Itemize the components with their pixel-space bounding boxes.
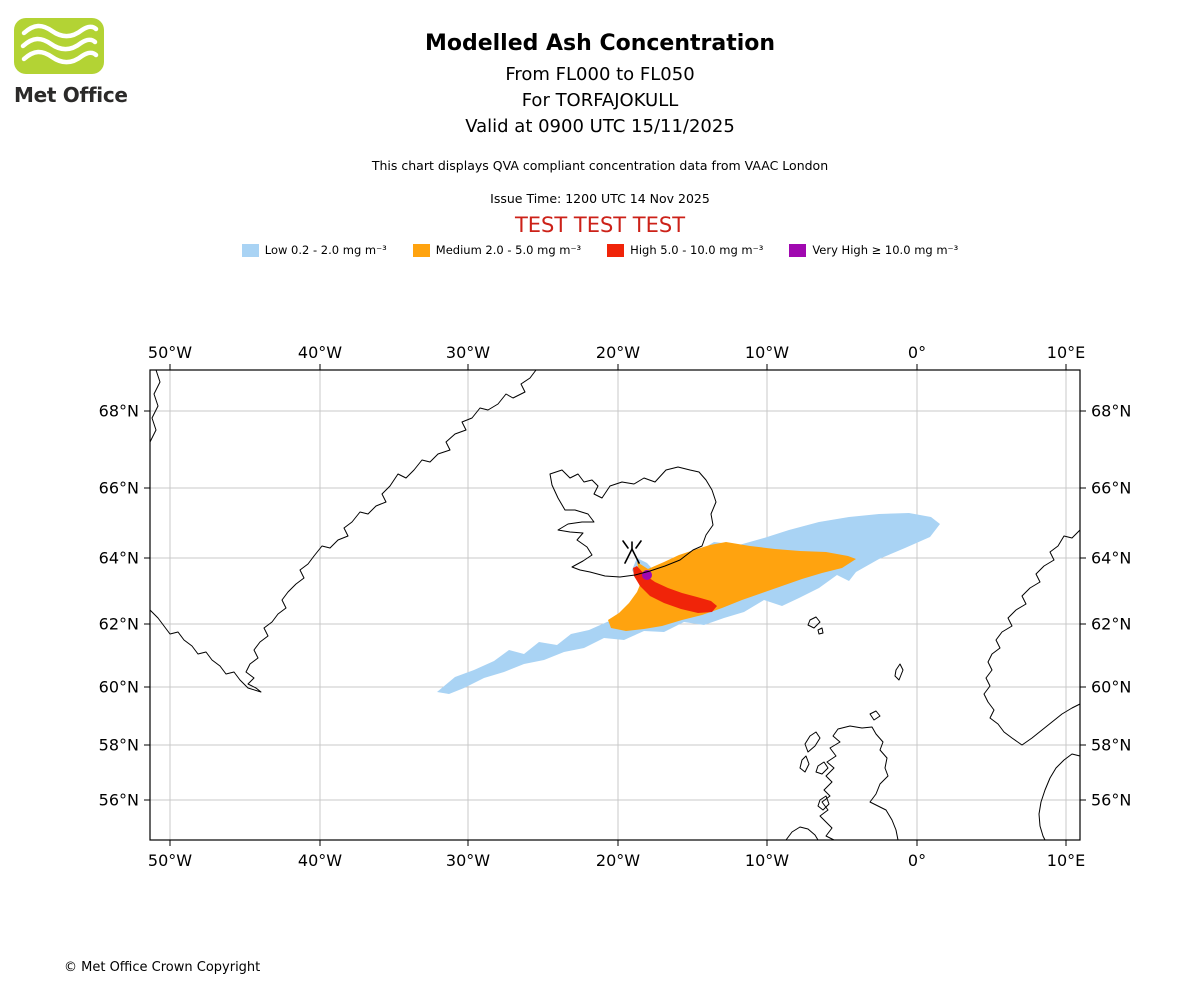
lat-label-right: 60°N xyxy=(1091,678,1131,697)
coastline xyxy=(815,761,829,775)
lon-label-bottom: 10°W xyxy=(745,851,789,870)
lon-label-top: 10°W xyxy=(745,343,789,362)
lat-label-left: 64°N xyxy=(99,549,139,568)
lat-label-right: 58°N xyxy=(1091,736,1131,755)
coastline xyxy=(894,663,904,681)
lat-label-right: 64°N xyxy=(1091,549,1131,568)
volcano-symbol xyxy=(622,540,642,564)
lat-label-left: 60°N xyxy=(99,678,139,697)
coastline xyxy=(804,731,821,753)
issue-time: Issue Time: 1200 UTC 14 Nov 2025 xyxy=(490,191,710,206)
legend-item-medium: Medium 2.0 - 5.0 mg m⁻³ xyxy=(412,243,582,257)
lat-label-left: 68°N xyxy=(99,402,139,421)
legend-swatch-high xyxy=(607,243,625,257)
logo-waves xyxy=(20,23,99,65)
lat-label-left: 58°N xyxy=(99,736,139,755)
lat-label-right: 68°N xyxy=(1091,402,1131,421)
coastline xyxy=(785,826,819,841)
lat-label-left: 62°N xyxy=(99,615,139,634)
legend-label-medium: Medium 2.0 - 5.0 mg m⁻³ xyxy=(435,243,582,257)
page-title: Modelled Ash Concentration xyxy=(424,31,776,56)
lon-label-top: 10°E xyxy=(1047,343,1085,362)
coastline xyxy=(817,627,824,635)
copyright-notice: © Met Office Crown Copyright xyxy=(64,960,261,975)
coastline xyxy=(549,466,717,578)
lat-label-left: 56°N xyxy=(99,791,139,810)
lon-label-bottom: 40°W xyxy=(298,851,342,870)
map-svg: 50°W 50°W 40°W 40°W 30°W 30°W 20°W 20°W 10°W 10°W… xyxy=(99,343,1132,870)
met-office-logo-text: Met Office xyxy=(14,83,128,107)
legend-item-high: High 5.0 - 10.0 mg m⁻³ xyxy=(607,243,763,257)
lon-label-bottom: 20°W xyxy=(596,851,640,870)
lon-label-bottom: 10°E xyxy=(1047,851,1085,870)
coastline xyxy=(819,725,899,841)
ash-plume-high xyxy=(633,566,717,613)
lon-label-top: 40°W xyxy=(298,343,342,362)
qva-compliance-note: This chart displays QVA compliant concen… xyxy=(371,158,829,173)
test-banner: TEST TEST TEST xyxy=(514,213,686,237)
legend-label-low: Low 0.2 - 2.0 mg m⁻³ xyxy=(264,243,387,257)
met-office-logo: Met Office xyxy=(14,18,134,107)
coastline xyxy=(149,369,161,443)
map-plot-area xyxy=(149,369,1081,841)
lon-label-top: 0° xyxy=(908,343,926,362)
legend-label-very-high: Very High ≥ 10.0 mg m⁻³ xyxy=(812,243,959,257)
lat-label-right: 56°N xyxy=(1091,791,1131,810)
legend-item-low: Low 0.2 - 2.0 mg m⁻³ xyxy=(241,243,387,257)
coastline xyxy=(149,369,537,693)
coastline xyxy=(807,616,821,629)
legend-swatch-very-high xyxy=(789,243,807,257)
axis-labels: 50°W 50°W 40°W 40°W 30°W 30°W 20°W 20°W 10°W 10°W… xyxy=(99,343,1132,870)
coastline xyxy=(817,795,830,811)
coastline xyxy=(983,529,1081,746)
lon-label-bottom: 0° xyxy=(908,851,926,870)
lon-label-top: 20°W xyxy=(596,343,640,362)
lat-label-right: 66°N xyxy=(1091,479,1131,498)
map-frame xyxy=(149,369,1081,841)
legend: Low 0.2 - 2.0 mg m⁻³ Medium 2.0 - 5.0 mg … xyxy=(0,243,1200,257)
lon-label-top: 50°W xyxy=(148,343,192,362)
met-office-logo-icon xyxy=(14,18,104,74)
legend-label-high: High 5.0 - 10.0 mg m⁻³ xyxy=(630,243,764,257)
legend-item-very-high: Very High ≥ 10.0 mg m⁻³ xyxy=(789,243,958,257)
lon-label-top: 30°W xyxy=(446,343,490,362)
flight-level-range: From FL000 to FL050 xyxy=(505,64,695,85)
volcano-title: For TORFAJOKULL xyxy=(521,90,679,111)
lat-label-left: 66°N xyxy=(99,479,139,498)
valid-time: Valid at 0900 UTC 15/11/2025 xyxy=(465,116,735,137)
legend-swatch-medium xyxy=(412,243,430,257)
coastline xyxy=(1038,753,1081,841)
lon-label-bottom: 30°W xyxy=(446,851,490,870)
legend-swatch-low xyxy=(241,243,259,257)
coastline xyxy=(799,755,810,773)
graticule xyxy=(150,370,1080,840)
coastline xyxy=(869,710,881,721)
lon-label-bottom: 50°W xyxy=(148,851,192,870)
lat-label-right: 62°N xyxy=(1091,615,1131,634)
